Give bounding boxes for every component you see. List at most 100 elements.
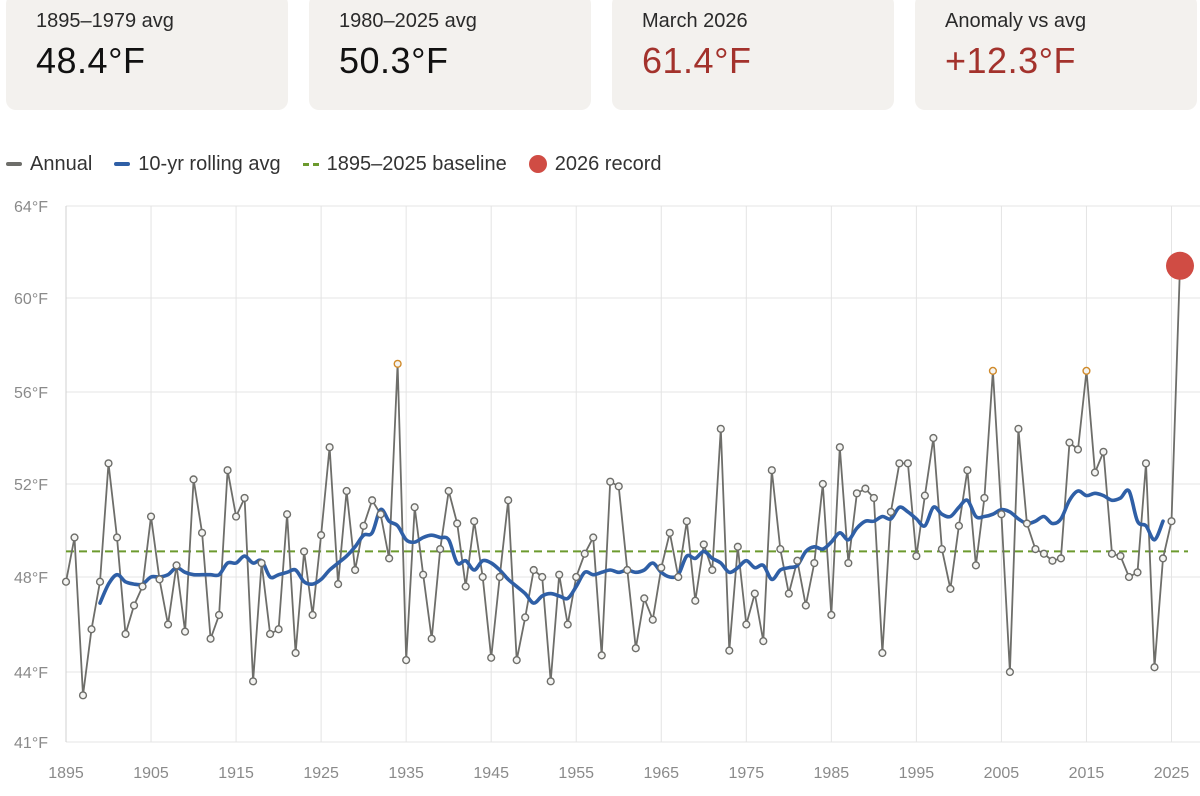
annual-point: [674, 572, 683, 582]
annual-point: [453, 519, 462, 528]
annual-point: [1158, 554, 1168, 563]
legend-item-annual[interactable]: Annual: [6, 153, 92, 176]
y-tick-label: 56°F: [14, 385, 48, 402]
annual-point: [104, 459, 113, 468]
annual-point: [163, 620, 173, 629]
x-tick-label: 1965: [643, 765, 679, 782]
annual-point: [121, 629, 130, 639]
legend-item-rolling[interactable]: 10-yr rolling avg: [114, 153, 281, 176]
x-tick-label: 2005: [984, 765, 1020, 782]
annual-point: [1048, 556, 1057, 565]
annual-point: [368, 496, 377, 505]
annual-point: [1065, 438, 1074, 447]
annual-point: [997, 510, 1006, 519]
annual-point: [759, 637, 768, 646]
annual-point: [1022, 519, 1032, 528]
x-tick-label: 1955: [558, 765, 594, 782]
legend-item-baseline[interactable]: 1895–2025 baseline: [302, 153, 507, 176]
annual-point: [810, 558, 819, 568]
annual-point: [742, 620, 751, 629]
annual-point: [1031, 544, 1040, 554]
annual-point: [308, 610, 317, 620]
annual-point: [291, 648, 300, 658]
annual-point: [597, 651, 606, 660]
annual-point: [538, 572, 547, 582]
annual-point: [512, 656, 521, 665]
annual-point: [929, 433, 938, 443]
annual-point: [1082, 366, 1091, 375]
annual-point: [112, 533, 122, 542]
annual-point: [359, 521, 368, 530]
x-tick-label: 1895: [48, 765, 84, 782]
x-tick-label: 1935: [388, 765, 424, 782]
annual-point: [197, 528, 207, 537]
annual-point: [300, 547, 309, 556]
annual-point: [1150, 663, 1159, 672]
y-tick-label: 44°F: [14, 665, 48, 682]
annual-point: [606, 477, 615, 486]
annual-point: [691, 596, 700, 605]
annual-point: [614, 482, 623, 491]
stat-card-3: March 2026 61.4°F: [612, 0, 894, 110]
annual-point: [478, 572, 487, 582]
annual-point: [835, 443, 844, 452]
annual-point: [912, 551, 921, 561]
annual-point: [555, 570, 564, 579]
record-point-2026: [1166, 251, 1194, 280]
annual-point: [1056, 554, 1066, 563]
legend-swatch-annual: [6, 162, 22, 166]
annual-point: [580, 549, 589, 558]
x-tick-label: 1925: [303, 765, 339, 782]
annual-point: [1073, 445, 1083, 454]
x-tick-label: 1975: [729, 765, 765, 782]
annual-point: [733, 542, 742, 551]
annual-point: [920, 491, 929, 500]
annual-point: [776, 544, 785, 554]
annual-point: [589, 533, 598, 542]
annual-point: [818, 479, 827, 489]
legend-label: Annual: [30, 152, 93, 175]
annual-point: [180, 627, 190, 636]
annual-point: [767, 466, 776, 475]
annual-point: [937, 544, 946, 554]
chart-legend: Annual 10-yr rolling avg 1895–2025 basel…: [6, 150, 684, 178]
annual-point: [189, 475, 198, 484]
annual-point: [1141, 459, 1151, 468]
annual-point: [699, 540, 708, 549]
annual-point: [257, 558, 266, 568]
annual-point: [410, 503, 419, 512]
annual-point: [1039, 549, 1049, 558]
annual-point: [461, 582, 470, 591]
y-tick-label: 64°F: [14, 199, 48, 216]
stat-label: Anomaly vs avg: [945, 10, 1087, 32]
annual-point: [1090, 468, 1100, 477]
annual-point: [351, 565, 360, 575]
annual-point: [827, 610, 836, 620]
annual-point: [648, 615, 657, 624]
annual-point: [419, 570, 428, 579]
annual-point: [801, 601, 810, 610]
annual-point: [861, 484, 870, 493]
x-tick-label: 1995: [899, 765, 935, 782]
x-tick-label: 1945: [473, 765, 509, 782]
annual-point: [657, 563, 666, 572]
annual-point: [546, 677, 555, 686]
annual-point: [444, 486, 453, 496]
annual-point: [342, 486, 351, 496]
annual-point: [878, 648, 887, 658]
annual-point: [223, 466, 232, 475]
annual-series-line: [65, 265, 1181, 696]
annual-point: [70, 533, 79, 542]
annual-point: [317, 531, 326, 540]
annual-point: [393, 359, 402, 368]
annual-point: [1014, 424, 1023, 433]
annual-point: [665, 528, 674, 537]
annual-point: [265, 629, 275, 639]
stat-card-2: 1980–2025 avg 50.3°F: [309, 0, 591, 110]
legend-item-record[interactable]: 2026 record: [528, 153, 662, 176]
annual-point: [529, 565, 538, 575]
annual-point: [487, 653, 496, 662]
annual-point: [708, 565, 717, 575]
annual-point: [1099, 447, 1108, 456]
annual-point: [402, 656, 411, 665]
